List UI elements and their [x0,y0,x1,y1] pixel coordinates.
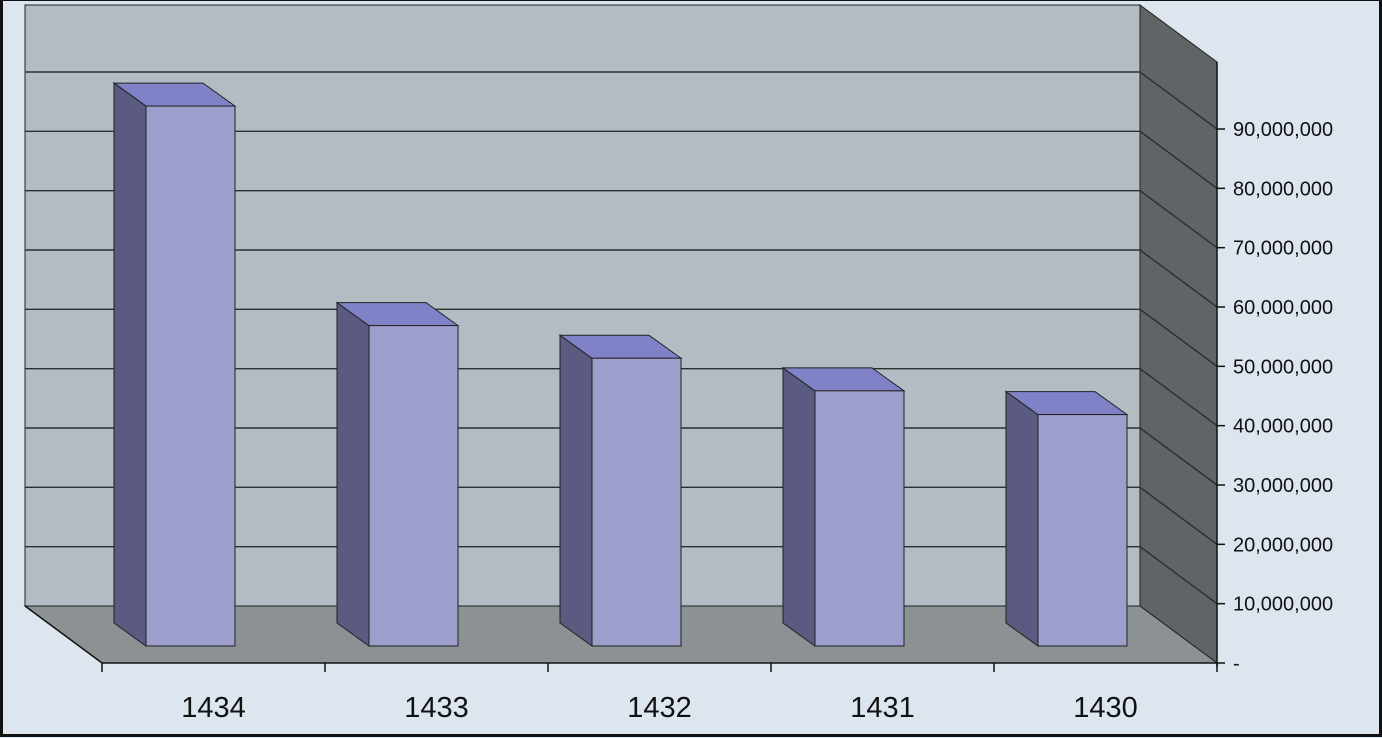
axes [24,62,1218,672]
bar-front-face [145,105,236,647]
bar-side-face [336,301,370,647]
bar-front-face [368,325,459,647]
bar [558,334,683,647]
x-category-label: 1432 [627,692,692,724]
gridline-side [1139,427,1218,486]
y-tick-label: 30,000,000 [1233,475,1333,497]
gridline-side [1139,130,1218,189]
bar-front-face [814,390,905,647]
y-axis-tick-labels: - 10,000,000 20,000,000 30,000,000 40,000,00… [1233,119,1333,675]
x-category-label: 1431 [850,692,915,724]
x-category-label: 1434 [181,692,246,724]
gridline-side [1139,546,1218,605]
y-tick-label: 50,000,000 [1233,356,1333,378]
y-tick-label: - [1233,653,1240,675]
bar-front-face [591,357,682,647]
gridline-side [1139,368,1218,427]
y-tick-label: 20,000,000 [1233,534,1333,556]
chart-plot-area: - 10,000,000 20,000,000 30,000,000 40,000,00… [23,4,1333,724]
gridline-side [1139,308,1218,367]
bar-side-face [782,366,816,647]
gridline-side [1139,486,1218,545]
y-tick-label: 40,000,000 [1233,416,1333,438]
bar-side-face [559,334,593,647]
y-tick-label: 10,000,000 [1233,594,1333,616]
bar [112,82,237,647]
bar-side-face [113,82,147,647]
bar [1004,390,1129,647]
x-category-label: 1433 [404,692,469,724]
bar [335,301,460,647]
bar-front-face [1037,414,1128,647]
y-tick-label: 70,000,000 [1233,238,1333,260]
x-axis-category-labels: 1434 1433 1432 1431 1430 [181,692,1138,724]
y-tick-label: 60,000,000 [1233,297,1333,319]
bar [781,366,906,647]
floor-edge-line [24,605,103,664]
y-tick-label: 90,000,000 [1233,119,1333,141]
gridline-side [1139,190,1218,249]
x-category-label: 1430 [1073,692,1138,724]
gridline-side [1139,71,1218,130]
bars [112,82,1129,647]
gridline-side [1139,249,1218,308]
bar-side-face [1005,390,1039,647]
chart-side-wall [1139,4,1218,664]
y-tick-label: 80,000,000 [1233,178,1333,200]
